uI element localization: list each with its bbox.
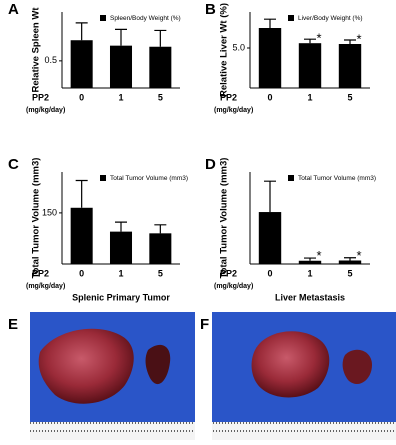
x-tick-label: 1	[118, 268, 123, 278]
bar	[109, 231, 133, 264]
error-bar	[75, 179, 88, 208]
legend-swatch	[100, 175, 106, 181]
error-bar	[154, 224, 167, 234]
unit-label: (mg/kg/day)	[214, 107, 253, 114]
significance-mark: *	[356, 31, 361, 46]
panel-label: A	[8, 1, 19, 18]
y-axis-label: Total Tumor Volume (mm3)	[31, 158, 42, 279]
x-tick-label: 0	[79, 268, 84, 278]
error-bar	[304, 257, 316, 261]
photo-f	[212, 312, 396, 440]
x-tick-label: 0	[267, 268, 272, 278]
legend-label: Spleen/Body Weight (%)	[110, 15, 181, 22]
panel-label: E	[8, 316, 18, 333]
x-tick-label: 0	[79, 92, 84, 102]
bar	[258, 212, 282, 264]
panel-label: B	[205, 1, 216, 18]
legend-swatch	[288, 15, 294, 21]
group-label: PP2	[32, 268, 49, 278]
legend-label: Total Tumor Volume (mm3)	[298, 175, 376, 182]
bar	[70, 207, 93, 264]
x-axis-label: Splenic Primary Tumor	[72, 292, 170, 302]
bar	[149, 233, 172, 264]
photo-e	[30, 312, 195, 440]
group-label: PP2	[220, 92, 237, 102]
y-axis-label: Relative Liver Wt (%)	[219, 3, 230, 97]
legend-label: Liver/Body Weight (%)	[298, 15, 363, 22]
legend-label: Total Tumor Volume (mm3)	[110, 175, 188, 182]
y-tick-label: 5.0	[232, 42, 245, 52]
x-tick-label: 5	[347, 268, 352, 278]
x-tick-label: 1	[307, 268, 312, 278]
y-tick-label: 0.5	[44, 55, 57, 65]
x-tick-label: 5	[158, 268, 163, 278]
legend-swatch	[288, 175, 294, 181]
legend-swatch	[100, 15, 106, 21]
error-bar	[115, 221, 127, 232]
panel-label: D	[205, 156, 216, 173]
panel-label: F	[200, 316, 209, 333]
x-tick-label: 5	[158, 92, 163, 102]
x-axis-label: Liver Metastasis	[275, 292, 345, 302]
error-bar	[115, 28, 127, 46]
error-bar	[344, 39, 356, 44]
group-label: PP2	[32, 92, 49, 102]
unit-label: (mg/kg/day)	[26, 107, 65, 114]
bar	[149, 46, 172, 88]
bar	[298, 43, 322, 88]
error-bar	[304, 38, 316, 44]
panel-label: C	[8, 156, 19, 173]
unit-label: (mg/kg/day)	[26, 283, 65, 290]
bar	[338, 260, 362, 264]
significance-mark: *	[356, 248, 361, 263]
error-bar	[264, 180, 276, 213]
bar	[109, 45, 133, 88]
error-bar	[75, 22, 88, 41]
bar	[70, 40, 93, 88]
x-tick-label: 1	[118, 92, 123, 102]
y-axis-label: Total Tumor Volume (mm3)	[219, 158, 230, 279]
significance-mark: *	[316, 248, 321, 263]
significance-mark: *	[316, 31, 321, 46]
group-label: PP2	[220, 268, 237, 278]
unit-label: (mg/kg/day)	[214, 283, 253, 290]
error-bar	[264, 18, 276, 28]
x-tick-label: 0	[267, 92, 272, 102]
y-axis-label: Relative Spleen Wt	[31, 7, 42, 93]
bar	[298, 260, 322, 264]
error-bar	[344, 257, 356, 261]
bar	[258, 28, 282, 88]
bar	[338, 44, 362, 88]
x-tick-label: 5	[347, 92, 352, 102]
x-tick-label: 1	[307, 92, 312, 102]
error-bar	[154, 29, 167, 47]
y-tick-label: 150	[42, 207, 57, 217]
